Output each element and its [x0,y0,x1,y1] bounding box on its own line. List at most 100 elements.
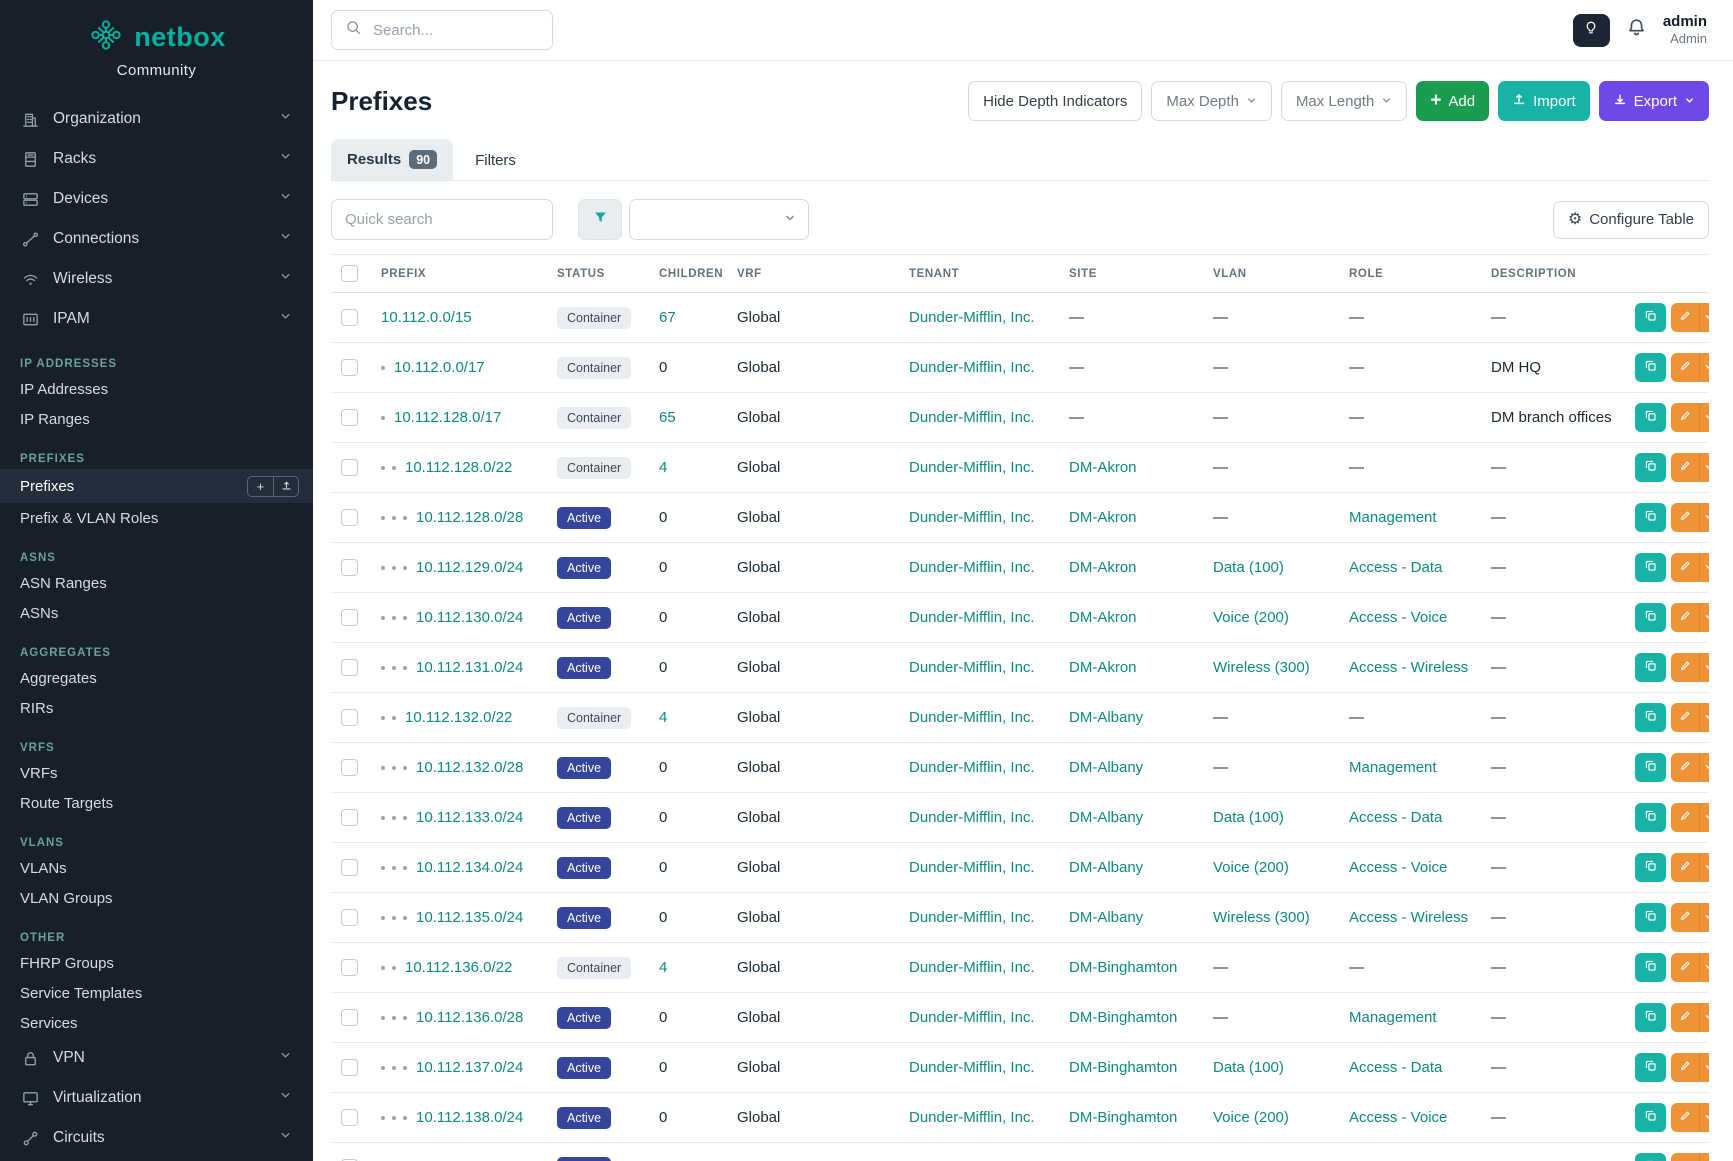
sidebar-item-services[interactable]: Services [20,1014,78,1032]
site-link[interactable]: DM-Akron [1069,609,1137,626]
role-link[interactable]: Access - Voice [1349,859,1448,876]
sidebar-item-vpn[interactable]: VPN [0,1038,313,1078]
role-link[interactable]: Access - Wireless [1349,1159,1468,1161]
row-checkbox[interactable] [341,359,358,377]
tenant-link[interactable]: Dunder-Mifflin, Inc. [909,1059,1035,1076]
column-header-role[interactable]: ROLE [1339,254,1481,293]
vlan-link[interactable]: Wireless (300) [1213,909,1310,926]
edit-dropdown-button[interactable] [1699,703,1709,732]
sidebar-item-prefixes[interactable]: Prefixes + [0,469,313,503]
hide-depth-indicators-button[interactable]: Hide Depth Indicators [968,81,1143,121]
site-link[interactable]: DM-Binghamton [1069,1059,1178,1076]
edit-button[interactable] [1671,353,1699,382]
role-link[interactable]: Management [1349,1009,1437,1026]
row-checkbox[interactable] [341,1009,358,1027]
row-checkbox[interactable] [341,1159,358,1161]
role-link[interactable]: Management [1349,759,1437,776]
tenant-link[interactable]: Dunder-Mifflin, Inc. [909,459,1035,476]
edit-dropdown-button[interactable] [1699,603,1709,632]
column-header-vrf[interactable]: VRF [727,254,899,293]
vlan-link[interactable]: Data (100) [1213,809,1284,826]
sidebar-item-vlans[interactable]: VLANs [20,859,67,877]
add-button[interactable]: + Add [1416,81,1490,121]
user-menu[interactable]: admin Admin [1663,13,1707,48]
import-button[interactable]: Import [1498,81,1590,121]
column-header-vlan[interactable]: VLAN [1203,254,1339,293]
children-count[interactable]: 67 [659,309,676,326]
edit-dropdown-button[interactable] [1699,453,1709,482]
tenant-link[interactable]: Dunder-Mifflin, Inc. [909,1159,1035,1161]
edit-dropdown-button[interactable] [1699,753,1709,782]
clone-button[interactable] [1635,553,1666,582]
max-length-dropdown[interactable]: Max Length [1280,81,1408,121]
tenant-link[interactable]: Dunder-Mifflin, Inc. [909,509,1035,526]
vlan-link[interactable]: Voice (200) [1213,859,1289,876]
sidebar-item-service-templates[interactable]: Service Templates [20,984,143,1002]
clone-button[interactable] [1635,453,1666,482]
children-count[interactable]: 4 [659,709,668,726]
netbox-logo[interactable]: netbox Community [0,0,313,89]
row-checkbox[interactable] [341,509,358,527]
clone-button[interactable] [1635,603,1666,632]
prefix-link[interactable]: 10.112.128.0/28 [416,509,524,526]
edit-dropdown-button[interactable] [1699,1153,1709,1161]
tenant-link[interactable]: Dunder-Mifflin, Inc. [909,709,1035,726]
tenant-link[interactable]: Dunder-Mifflin, Inc. [909,959,1035,976]
edit-dropdown-button[interactable] [1699,553,1709,582]
site-link[interactable]: DM-Binghamton [1069,1159,1177,1161]
site-link[interactable]: DM-Albany [1069,759,1144,776]
edit-dropdown-button[interactable] [1699,953,1709,982]
quick-search-input[interactable] [331,199,553,240]
row-checkbox[interactable] [341,959,358,977]
site-link[interactable]: DM-Albany [1069,859,1144,876]
clone-button[interactable] [1635,653,1666,682]
row-checkbox[interactable] [341,609,358,627]
edit-dropdown-button[interactable] [1699,853,1709,882]
tenant-link[interactable]: Dunder-Mifflin, Inc. [909,359,1035,376]
edit-button[interactable] [1671,703,1699,732]
clone-button[interactable] [1635,503,1666,532]
edit-dropdown-button[interactable] [1699,503,1709,532]
prefix-link[interactable]: 10.112.130.0/24 [416,609,524,626]
edit-button[interactable] [1671,653,1699,682]
prefix-link[interactable]: 10.112.135.0/24 [416,909,524,926]
edit-button[interactable] [1671,1003,1699,1032]
prefix-link[interactable]: 10.112.138.0/24 [416,1109,524,1126]
clone-button[interactable] [1635,1153,1666,1161]
tenant-link[interactable]: Dunder-Mifflin, Inc. [909,609,1035,626]
column-header-status[interactable]: STATUS [547,254,649,293]
site-link[interactable]: DM-Akron [1069,559,1137,576]
clone-button[interactable] [1635,353,1666,382]
row-checkbox[interactable] [341,309,358,327]
site-link[interactable]: DM-Binghamton [1069,1109,1178,1126]
clone-button[interactable] [1635,403,1666,432]
site-link[interactable]: DM-Binghamton [1069,959,1178,976]
clone-button[interactable] [1635,853,1666,882]
import-prefix-mini-button[interactable] [273,476,298,496]
edit-button[interactable] [1671,753,1699,782]
edit-dropdown-button[interactable] [1699,803,1709,832]
clone-button[interactable] [1635,953,1666,982]
sidebar-item-ipam[interactable]: IPAM [0,299,313,339]
edit-button[interactable] [1671,853,1699,882]
edit-button[interactable] [1671,953,1699,982]
sidebar-item-fhrp-groups[interactable]: FHRP Groups [20,954,114,972]
tenant-link[interactable]: Dunder-Mifflin, Inc. [909,1109,1035,1126]
vlan-link[interactable]: Voice (200) [1213,609,1289,626]
tenant-link[interactable]: Dunder-Mifflin, Inc. [909,809,1035,826]
sidebar-item-virtualization[interactable]: Virtualization [0,1078,313,1118]
edit-dropdown-button[interactable] [1699,403,1709,432]
clone-button[interactable] [1635,1103,1666,1132]
saved-filter-select[interactable] [629,199,809,240]
row-checkbox[interactable] [341,709,358,727]
role-link[interactable]: Access - Wireless [1349,659,1469,676]
role-link[interactable]: Access - Data [1349,809,1443,826]
export-button[interactable]: Export [1598,81,1709,121]
edit-button[interactable] [1671,453,1699,482]
tenant-link[interactable]: Dunder-Mifflin, Inc. [909,409,1035,426]
row-checkbox[interactable] [341,859,358,877]
tenant-link[interactable]: Dunder-Mifflin, Inc. [909,309,1035,326]
edit-dropdown-button[interactable] [1699,303,1709,332]
prefix-link[interactable]: 10.112.128.0/17 [394,409,502,426]
prefix-link[interactable]: 10.112.136.0/28 [416,1009,524,1026]
